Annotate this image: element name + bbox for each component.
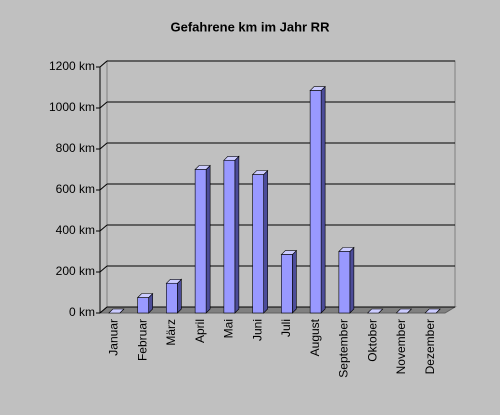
chart-title: Gefahrene km im Jahr RR: [171, 19, 331, 34]
bar: [252, 174, 264, 314]
x-tick-label: Februar: [135, 319, 149, 361]
y-tick-label: 1000 km: [49, 100, 95, 114]
y-tick-label: 200 km: [56, 264, 95, 278]
x-tick-label: Januar: [107, 319, 121, 356]
y-tick-label: 0 km: [69, 305, 95, 319]
bar: [281, 254, 293, 314]
bar-side: [292, 249, 297, 314]
x-tick-label: September: [337, 319, 351, 378]
x-tick-label: Juni: [250, 319, 264, 341]
x-tick-label: Mai: [222, 319, 236, 338]
bar-top: [366, 308, 384, 314]
bar-side: [177, 278, 182, 314]
bar-side: [263, 169, 268, 314]
x-tick-label: März: [164, 319, 178, 346]
x-tick-label: Juli: [279, 319, 293, 337]
bar-top: [424, 308, 441, 314]
bar-top: [108, 308, 125, 314]
grid-line: [99, 142, 108, 150]
bar: [137, 297, 149, 314]
y-tick-label: 1200 km: [49, 59, 95, 73]
bar: [194, 169, 207, 314]
y-tick-label: 800 km: [56, 141, 95, 155]
grid-line: [99, 306, 108, 314]
bar-side: [234, 155, 240, 314]
bar-side: [349, 246, 355, 314]
grid-line: [99, 265, 108, 273]
grid-line: [99, 183, 108, 191]
y-tick-label: 400 km: [56, 223, 95, 237]
y-tick-label: 600 km: [56, 182, 95, 196]
bar-side: [205, 164, 211, 314]
bar-side: [320, 85, 326, 314]
x-tick-label: November: [394, 319, 408, 374]
bar-top: [395, 308, 413, 314]
bar: [309, 90, 322, 314]
x-tick-label: Oktober: [365, 319, 379, 362]
x-tick-label: Dezember: [423, 319, 437, 374]
grid-line: [99, 224, 108, 232]
grid-line: [99, 60, 108, 68]
bar: [338, 251, 351, 314]
x-tick-label: April: [193, 319, 207, 343]
bar: [166, 282, 178, 314]
bar: [223, 159, 236, 314]
grid-line: [99, 101, 108, 109]
x-tick-label: August: [308, 318, 322, 356]
